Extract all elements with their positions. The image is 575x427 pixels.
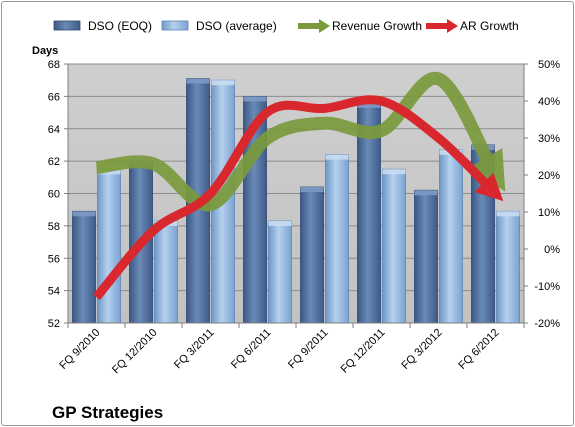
legend-label: AR Growth xyxy=(460,19,519,33)
legend-swatch-bar xyxy=(53,20,81,31)
bar-top-dso-eoq xyxy=(357,102,381,108)
legend-arrow-green-icon xyxy=(319,19,330,33)
company-name: GP Strategies xyxy=(52,403,163,422)
bar-top-dso-eoq xyxy=(300,187,324,193)
ar-growth-line xyxy=(93,95,504,301)
bar-dso-average xyxy=(154,220,178,324)
bar-dso-average xyxy=(325,154,349,324)
right-tick-label: 40% xyxy=(538,96,560,108)
legend-label: DSO (EOQ) xyxy=(88,19,152,33)
left-tick-label: 56 xyxy=(48,253,60,265)
x-tick-label: FQ 3/2012 xyxy=(399,327,444,372)
left-tick-label: 58 xyxy=(48,221,60,233)
x-tick-label: FQ 9/2011 xyxy=(286,327,331,372)
right-tick-label: -20% xyxy=(534,318,560,330)
bar-dso-average xyxy=(439,149,463,324)
x-tick-label: FQ 9/2010 xyxy=(57,327,102,372)
x-tick-label: FQ 3/2011 xyxy=(172,327,217,372)
right-tick-label: 0% xyxy=(544,244,560,256)
right-tick-label: 50% xyxy=(538,59,560,71)
bar-top-dso-average xyxy=(382,169,406,175)
legend: DSO (EOQ) DSO (average) Revenue Growth AR G… xyxy=(53,19,519,33)
right-tick-label: 30% xyxy=(538,133,560,145)
bar-dso-average xyxy=(268,220,292,324)
line-series xyxy=(93,72,506,301)
left-tick-label: 52 xyxy=(48,318,60,330)
bar-top-dso-eoq xyxy=(414,190,438,196)
x-tick-label: FQ 6/2011 xyxy=(229,327,274,372)
legend-arrow-red-icon xyxy=(447,19,458,33)
bar-top-dso-eoq xyxy=(72,211,96,217)
bar-dso-eoq xyxy=(300,186,324,324)
left-tick-label: 64 xyxy=(48,124,60,136)
bar-dso-average xyxy=(382,168,406,324)
right-tick-label: 10% xyxy=(538,207,560,219)
x-tick-label: FQ 12/2011 xyxy=(339,327,388,376)
left-tick-label: 62 xyxy=(48,156,60,168)
legend-swatch-bar xyxy=(161,20,189,31)
bar-dso-eoq xyxy=(414,189,438,324)
bar-top-dso-average xyxy=(496,211,520,217)
bar-top-dso-eoq xyxy=(243,96,267,102)
bar-dso-average xyxy=(97,168,121,324)
bar-dso-eoq xyxy=(72,210,96,324)
left-axis-title: Days xyxy=(32,45,58,57)
x-tick-label: FQ 12/2010 xyxy=(110,327,160,377)
bar-top-dso-average xyxy=(211,80,235,86)
x-tick-label: FQ 6/2012 xyxy=(456,327,501,372)
right-tick-label: 20% xyxy=(538,170,560,182)
left-tick-label: 68 xyxy=(48,59,60,71)
bar-top-dso-average xyxy=(268,221,292,227)
left-tick-label: 60 xyxy=(48,189,60,201)
left-tick-label: 54 xyxy=(48,286,60,298)
left-tick-label: 66 xyxy=(48,91,60,103)
bar-top-dso-eoq xyxy=(186,78,210,84)
bar-top-dso-average xyxy=(325,154,349,160)
legend-label: Revenue Growth xyxy=(332,19,422,33)
bar-dso-average xyxy=(496,210,520,324)
right-tick-label: -10% xyxy=(534,281,560,293)
legend-label: DSO (average) xyxy=(196,19,277,33)
revenue-growth-line xyxy=(95,72,506,212)
